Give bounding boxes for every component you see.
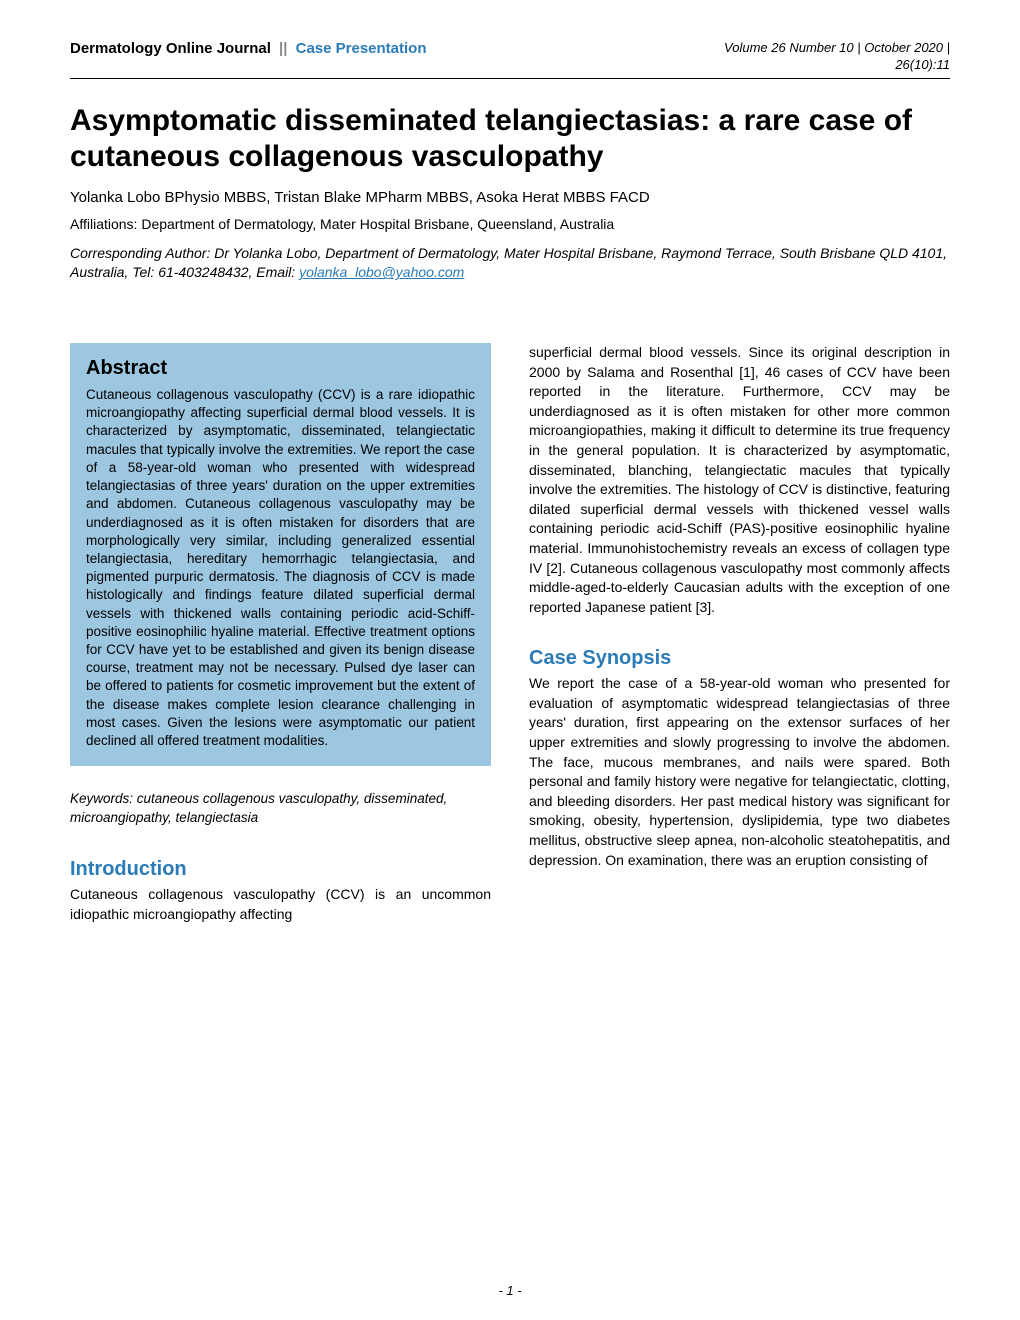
right-column: superficial dermal blood vessels. Since … (529, 343, 950, 924)
issue-info: Volume 26 Number 10 | October 2020 | 26(… (724, 40, 950, 74)
case-text: We report the case of a 58-year-old woma… (529, 674, 950, 870)
article-title: Asymptomatic disseminated telangiectasia… (70, 103, 950, 175)
issue-line-1: Volume 26 Number 10 | October 2020 | (724, 40, 950, 57)
corresponding-text: Corresponding Author: Dr Yolanka Lobo, D… (70, 245, 947, 281)
abstract-text: Cutaneous collagenous vasculopathy (CCV)… (86, 386, 475, 750)
left-column: Abstract Cutaneous collagenous vasculopa… (70, 343, 491, 924)
introduction-heading: Introduction (70, 858, 491, 881)
keywords: Keywords: cutaneous collagenous vasculop… (70, 790, 491, 828)
introduction-text-col1: Cutaneous collagenous vasculopathy (CCV)… (70, 885, 491, 924)
two-column-layout: Abstract Cutaneous collagenous vasculopa… (70, 343, 950, 924)
abstract-box: Abstract Cutaneous collagenous vasculopa… (70, 343, 491, 766)
corresponding-email-link[interactable]: yolanka_lobo@yahoo.com (299, 264, 464, 280)
journal-title-block: Dermatology Online Journal || Case Prese… (70, 40, 427, 57)
issue-line-2: 26(10):11 (724, 57, 950, 74)
header-rule (70, 78, 950, 79)
authors: Yolanka Lobo BPhysio MBBS, Tristan Blake… (70, 189, 950, 206)
header-row: Dermatology Online Journal || Case Prese… (70, 40, 950, 74)
header-separator: || (279, 40, 287, 57)
section-label: Case Presentation (296, 40, 427, 57)
introduction-text-col2: superficial dermal blood vessels. Since … (529, 343, 950, 617)
case-heading: Case Synopsis (529, 647, 950, 670)
affiliations: Affiliations: Department of Dermatology,… (70, 216, 950, 232)
abstract-heading: Abstract (86, 357, 475, 380)
page-number: - 1 - (0, 1283, 1020, 1298)
journal-name: Dermatology Online Journal (70, 40, 271, 57)
corresponding-author: Corresponding Author: Dr Yolanka Lobo, D… (70, 244, 950, 283)
